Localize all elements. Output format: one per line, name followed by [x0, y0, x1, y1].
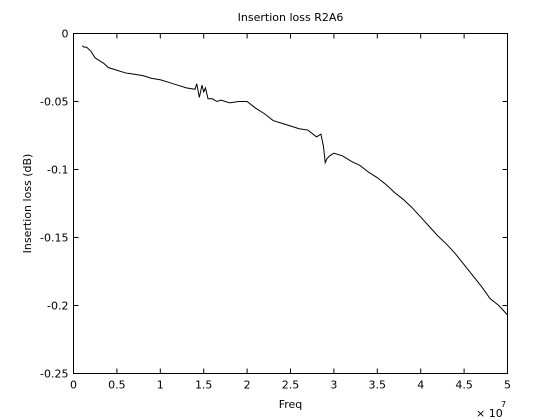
x-axis-label: Freq	[279, 398, 303, 411]
x-tick-label: 0.5	[108, 379, 126, 392]
x-tick-label: 3.5	[369, 379, 387, 392]
y-tick-label: 0	[62, 28, 69, 41]
y-axis-label: Insertion loss (dB)	[21, 154, 34, 254]
x-axis-ticks: 0 0.5 1 1.5 2 2.5 3 3.5 4 4.5 5	[70, 33, 511, 392]
x-tick-label: 2	[244, 379, 251, 392]
x-multiplier: × 10	[476, 407, 503, 420]
y-tick-label: -0.25	[40, 368, 68, 381]
y-tick-label: -0.15	[40, 232, 68, 245]
x-tick-label: 2.5	[282, 379, 300, 392]
x-multiplier-exponent: 7	[501, 400, 506, 409]
x-tick-label: 1.5	[195, 379, 213, 392]
x-tick-label: 1	[157, 379, 164, 392]
x-tick-label: 4	[417, 379, 424, 392]
chart-title: Insertion loss R2A6	[238, 11, 344, 24]
x-tick-label: 0	[70, 379, 77, 392]
x-tick-label: 4.5	[455, 379, 473, 392]
x-tick-label: 5	[504, 379, 511, 392]
y-tick-label: -0.05	[40, 96, 68, 109]
insertion-loss-line	[81, 45, 508, 316]
y-axis-ticks: 0 -0.05 -0.1 -0.15 -0.2 -0.25	[40, 28, 508, 381]
x-tick-label: 3	[330, 379, 337, 392]
y-tick-label: -0.1	[47, 164, 68, 177]
y-tick-label: -0.2	[47, 300, 68, 313]
